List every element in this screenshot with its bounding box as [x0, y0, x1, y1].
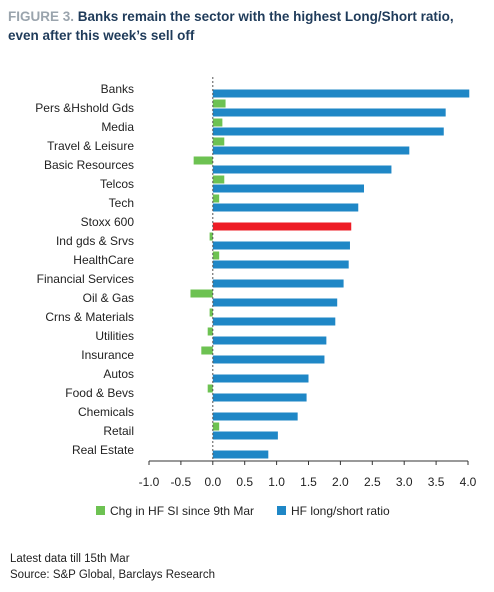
x-tick-label: 0.0	[204, 475, 221, 489]
category-label: Chemicals	[78, 405, 134, 419]
x-tick-label: 0.5	[236, 475, 253, 489]
category-label: Telcos	[100, 177, 134, 191]
chg-si-bar	[209, 232, 213, 241]
category-label: Real Estate	[72, 443, 134, 457]
long-short-bar	[212, 431, 278, 440]
long-short-bar	[212, 222, 352, 231]
figure-label: FIGURE 3.	[8, 9, 75, 24]
long-short-bar	[212, 184, 365, 193]
category-label: Banks	[101, 82, 134, 96]
long-short-bar	[212, 203, 359, 212]
x-tick-label: -1.0	[139, 475, 160, 489]
long-short-bar	[212, 450, 269, 459]
long-short-bar	[212, 241, 350, 250]
figure-title-text: Banks remain the sector with the highest…	[8, 9, 454, 43]
category-label: Financial Services	[37, 272, 134, 286]
chg-si-bar	[201, 346, 213, 355]
category-label: Crns & Materials	[45, 310, 134, 324]
category-label: Retail	[103, 424, 134, 438]
category-label: Food & Bevs	[65, 386, 134, 400]
category-label: Autos	[103, 367, 134, 381]
legend-swatch	[277, 506, 286, 515]
x-tick-label: 1.0	[268, 475, 285, 489]
chg-si-bar	[212, 175, 225, 184]
long-short-bar	[212, 374, 309, 383]
x-tick-label: 4.0	[460, 475, 477, 489]
chg-si-bar	[207, 327, 213, 336]
data-note: Latest data till 15th Mar	[10, 553, 130, 565]
long-short-bar	[212, 146, 410, 155]
long-short-bar	[212, 127, 444, 136]
chg-si-bar	[193, 156, 213, 165]
legend-label: Chg in HF SI since 9th Mar	[110, 504, 254, 518]
chg-si-bar	[212, 194, 220, 203]
figure-title: FIGURE 3. Banks remain the sector with t…	[8, 7, 486, 45]
chg-si-bar	[212, 422, 220, 431]
category-label: Tech	[109, 196, 134, 210]
category-label: Stoxx 600	[81, 215, 135, 229]
chg-si-bar	[190, 289, 213, 298]
x-tick-label: -0.5	[171, 475, 192, 489]
chg-si-bar	[212, 118, 223, 127]
legend-label: HF long/short ratio	[291, 504, 390, 518]
category-label: Media	[101, 120, 134, 134]
long-short-bar	[212, 412, 298, 421]
long-short-bar	[212, 298, 338, 307]
long-short-bar	[212, 393, 307, 402]
long-short-bar	[212, 89, 470, 98]
long-short-bar	[212, 336, 327, 345]
long-short-bar	[212, 317, 336, 326]
x-tick-label: 3.5	[428, 475, 445, 489]
chg-si-bar	[209, 308, 213, 317]
x-tick-label: 3.0	[396, 475, 413, 489]
legend-swatch	[96, 506, 105, 515]
category-label: Insurance	[81, 348, 134, 362]
long-short-bar	[212, 165, 392, 174]
chg-si-bar	[212, 99, 226, 108]
source-note: Source: S&P Global, Barclays Research	[10, 569, 215, 581]
category-label: HealthCare	[73, 253, 134, 267]
long-short-bar	[212, 355, 325, 364]
x-tick-label: 1.5	[300, 475, 317, 489]
category-label: Basic Resources	[44, 158, 134, 172]
x-tick-label: 2.0	[332, 475, 349, 489]
category-label: Travel & Leisure	[47, 139, 134, 153]
category-label: Utilities	[95, 329, 134, 343]
long-short-bar	[212, 279, 344, 288]
chg-si-bar	[207, 384, 213, 393]
category-label: Ind gds & Srvs	[56, 234, 134, 248]
chg-si-bar	[212, 137, 225, 146]
category-label: Oil & Gas	[83, 291, 134, 305]
long-short-bar	[212, 260, 349, 269]
x-tick-label: 2.5	[364, 475, 381, 489]
category-label: Pers &Hshold Gds	[35, 101, 134, 115]
long-short-bar	[212, 108, 446, 117]
chg-si-bar	[212, 251, 220, 260]
